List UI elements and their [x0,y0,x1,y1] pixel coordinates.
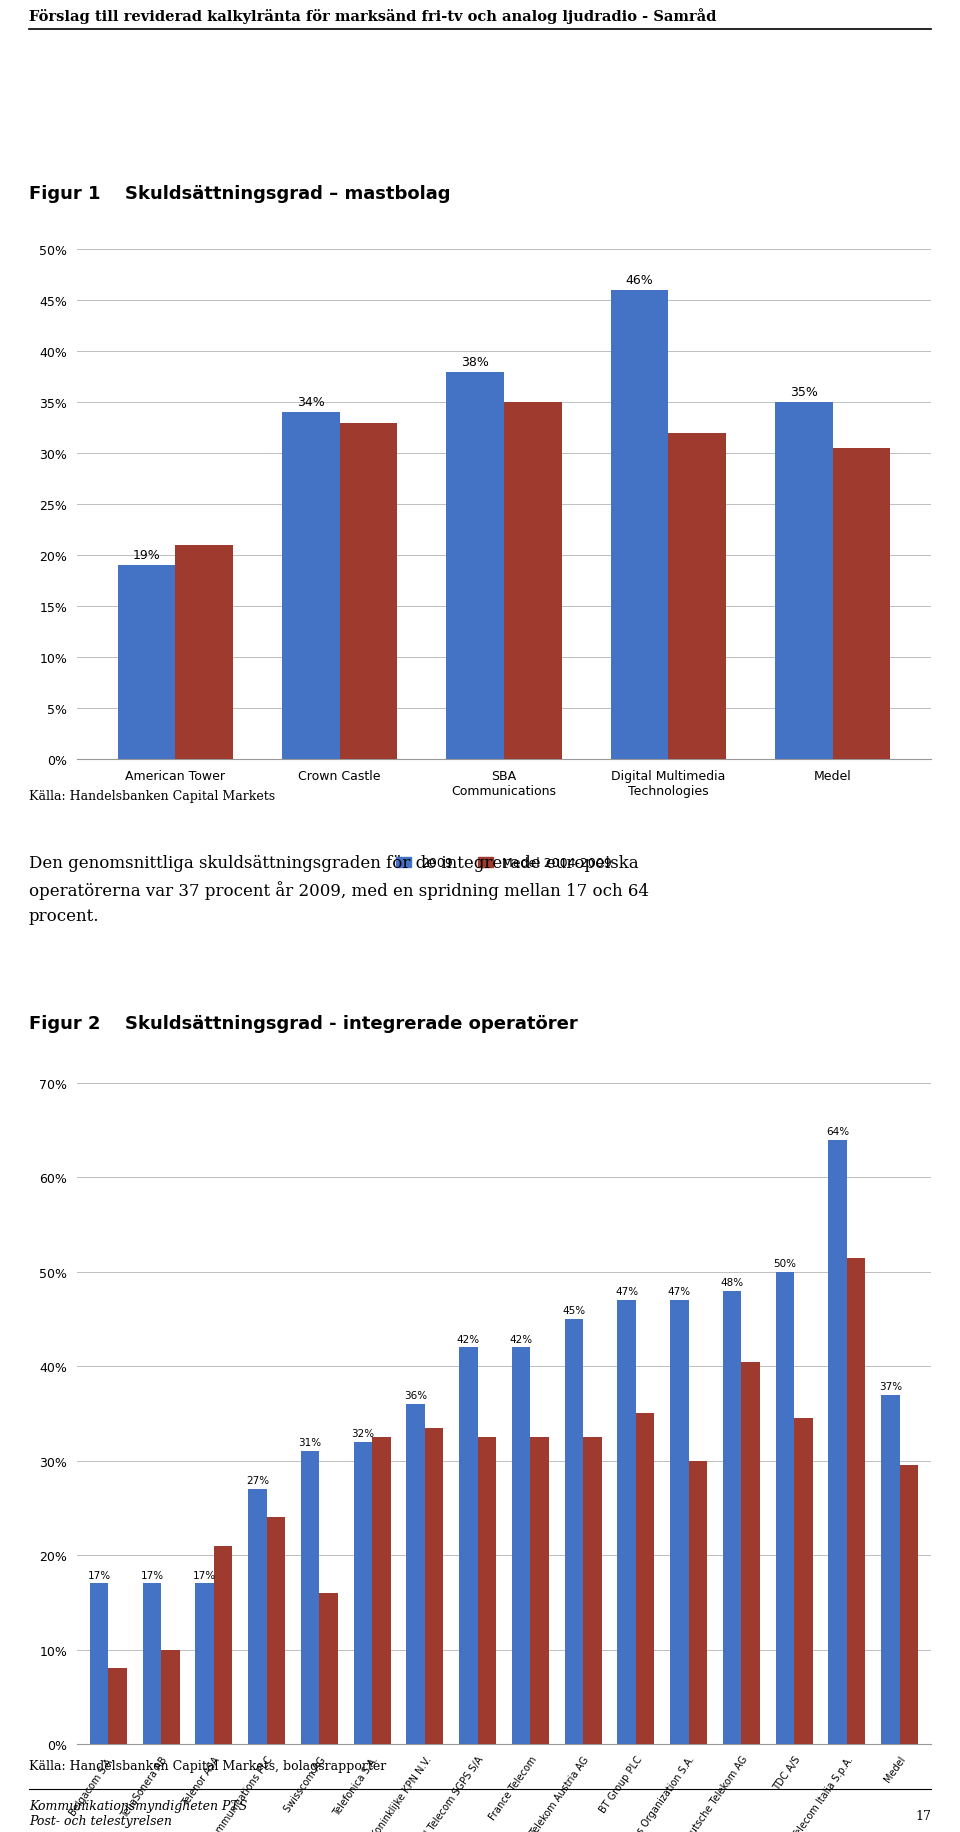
Bar [425,1427,444,1744]
Text: Källa: Handelsbanken Capital Markets: Källa: Handelsbanken Capital Markets [29,790,275,802]
Bar [670,1301,688,1744]
Bar [688,1460,708,1744]
Bar [267,1517,285,1744]
Bar [249,1489,267,1744]
Text: 17%: 17% [87,1570,110,1579]
Bar [143,1583,161,1744]
Text: 27%: 27% [246,1475,269,1486]
Text: 17%: 17% [193,1570,216,1579]
Bar [741,1361,759,1744]
Text: Figur 2: Figur 2 [29,1015,100,1033]
Bar [776,1271,794,1744]
Text: 42%: 42% [510,1334,533,1345]
Text: Källa: Handelsbanken Capital Markets, bolagsrapporter: Källa: Handelsbanken Capital Markets, bo… [29,1759,386,1772]
Bar [564,1319,583,1744]
Bar [118,566,176,760]
Bar [406,1405,425,1744]
Text: 31%: 31% [299,1438,322,1447]
Bar [512,1348,530,1744]
Bar [723,1292,741,1744]
Bar [176,546,233,760]
Bar [611,291,668,760]
Text: 38%: 38% [462,355,490,368]
Bar [300,1451,320,1744]
Text: 64%: 64% [826,1127,850,1136]
Bar [847,1259,865,1744]
Bar [478,1438,496,1744]
Legend: 2009, Medel 2004-2009: 2009, Medel 2004-2009 [396,857,612,870]
Bar [775,403,832,760]
Text: 45%: 45% [563,1306,586,1315]
Text: 35%: 35% [790,387,818,399]
Bar [353,1442,372,1744]
Bar [828,1140,847,1744]
Text: Kommunikationsmyndigheten PTS: Kommunikationsmyndigheten PTS [29,1799,247,1812]
Text: Skuldsättningsgrad – mastbolag: Skuldsättningsgrad – mastbolag [125,185,450,203]
Text: 17: 17 [915,1808,931,1823]
Bar [320,1594,338,1744]
Bar [196,1583,214,1744]
Bar [161,1649,180,1744]
Bar [446,372,504,760]
Bar [617,1301,636,1744]
Text: 19%: 19% [132,550,160,562]
Text: Den genomsnittliga skuldsättningsgraden för de integrerade europeiska
operatörer: Den genomsnittliga skuldsättningsgraden … [29,854,649,923]
Text: 32%: 32% [351,1429,374,1438]
Bar [881,1394,900,1744]
Text: 46%: 46% [626,275,654,288]
Text: 36%: 36% [404,1390,427,1400]
Bar [530,1438,549,1744]
Text: Förslag till reviderad kalkylränta för marksänd fri-tv och analog ljudradio - Sa: Förslag till reviderad kalkylränta för m… [29,7,716,24]
Text: 48%: 48% [721,1277,744,1288]
Text: 34%: 34% [297,396,324,409]
Bar [504,403,562,760]
Bar [340,423,397,760]
Bar [459,1348,478,1744]
Text: 17%: 17% [140,1570,163,1579]
Bar [214,1546,232,1744]
Bar [583,1438,602,1744]
Bar [668,434,726,760]
Text: 47%: 47% [668,1286,691,1297]
Text: 42%: 42% [457,1334,480,1345]
Text: 50%: 50% [774,1259,797,1268]
Bar [90,1583,108,1744]
Bar [832,449,890,760]
Bar [900,1466,918,1744]
Bar [794,1418,812,1744]
Text: 37%: 37% [878,1381,901,1390]
Bar [108,1669,127,1744]
Text: 47%: 47% [615,1286,638,1297]
Text: Skuldsättningsgrad - integrerade operatörer: Skuldsättningsgrad - integrerade operatö… [125,1015,578,1033]
Bar [372,1438,391,1744]
Text: Post- och telestyrelsen: Post- och telestyrelsen [29,1814,172,1827]
Text: Figur 1: Figur 1 [29,185,100,203]
Bar [636,1414,655,1744]
Bar [282,414,340,760]
